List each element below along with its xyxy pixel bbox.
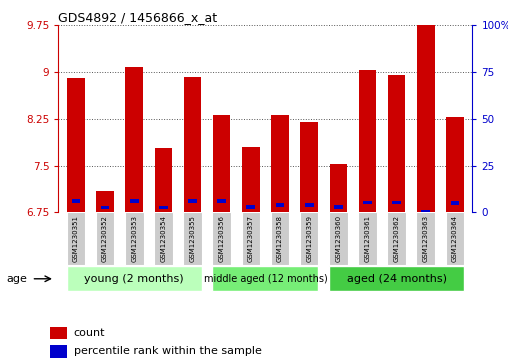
Bar bbox=[217, 199, 226, 203]
Bar bbox=[50, 327, 67, 339]
Text: count: count bbox=[74, 328, 105, 338]
Bar bbox=[329, 212, 347, 265]
Bar bbox=[188, 199, 197, 203]
Bar bbox=[72, 199, 80, 203]
Text: GSM1230352: GSM1230352 bbox=[102, 215, 108, 262]
Bar bbox=[159, 205, 168, 209]
Text: GSM1230359: GSM1230359 bbox=[306, 215, 312, 262]
Bar bbox=[271, 212, 290, 265]
Text: young (2 months): young (2 months) bbox=[84, 274, 184, 284]
Text: GSM1230362: GSM1230362 bbox=[394, 215, 400, 262]
Bar bbox=[392, 200, 401, 204]
Bar bbox=[422, 211, 430, 214]
Bar bbox=[246, 205, 255, 209]
Bar bbox=[330, 164, 347, 212]
Bar bbox=[101, 205, 109, 209]
Text: GSM1230363: GSM1230363 bbox=[423, 215, 429, 262]
Text: percentile rank within the sample: percentile rank within the sample bbox=[74, 346, 262, 356]
Bar bbox=[97, 191, 114, 212]
Bar bbox=[154, 148, 172, 212]
Text: GSM1230360: GSM1230360 bbox=[335, 215, 341, 262]
Bar bbox=[184, 77, 201, 212]
Bar bbox=[213, 114, 231, 212]
Bar bbox=[96, 212, 114, 265]
Bar bbox=[125, 212, 144, 265]
Text: GSM1230358: GSM1230358 bbox=[277, 215, 283, 262]
Bar bbox=[305, 203, 313, 207]
Bar bbox=[300, 212, 319, 265]
Bar bbox=[358, 212, 377, 265]
Bar bbox=[67, 78, 85, 212]
Bar bbox=[50, 345, 67, 358]
Text: GSM1230355: GSM1230355 bbox=[189, 215, 196, 262]
Bar bbox=[451, 201, 459, 205]
Bar bbox=[276, 203, 284, 207]
Bar bbox=[300, 122, 318, 212]
Bar bbox=[446, 212, 464, 265]
Bar bbox=[67, 266, 202, 291]
Bar bbox=[241, 212, 260, 265]
Text: GSM1230356: GSM1230356 bbox=[219, 215, 225, 262]
Bar bbox=[387, 212, 406, 265]
Bar bbox=[212, 212, 231, 265]
Bar bbox=[130, 199, 139, 203]
Bar bbox=[446, 117, 464, 212]
Text: GSM1230351: GSM1230351 bbox=[73, 215, 79, 262]
Bar bbox=[363, 200, 372, 204]
Bar bbox=[183, 212, 202, 265]
Text: GDS4892 / 1456866_x_at: GDS4892 / 1456866_x_at bbox=[58, 11, 217, 24]
Bar bbox=[329, 266, 464, 291]
Text: age: age bbox=[6, 274, 27, 284]
Bar bbox=[271, 114, 289, 212]
Bar bbox=[417, 25, 434, 212]
Bar bbox=[67, 212, 85, 265]
Text: GSM1230353: GSM1230353 bbox=[131, 215, 137, 262]
Text: GSM1230364: GSM1230364 bbox=[452, 215, 458, 262]
Bar bbox=[359, 70, 376, 212]
Bar bbox=[125, 67, 143, 212]
Bar bbox=[154, 212, 173, 265]
Bar bbox=[388, 75, 405, 212]
Bar bbox=[212, 266, 319, 291]
Bar bbox=[417, 212, 435, 265]
Text: GSM1230361: GSM1230361 bbox=[364, 215, 370, 262]
Text: middle aged (12 months): middle aged (12 months) bbox=[204, 274, 327, 284]
Bar bbox=[242, 147, 260, 212]
Text: GSM1230354: GSM1230354 bbox=[161, 215, 167, 262]
Bar bbox=[334, 205, 343, 209]
Text: aged (24 months): aged (24 months) bbox=[346, 274, 447, 284]
Text: GSM1230357: GSM1230357 bbox=[248, 215, 254, 262]
